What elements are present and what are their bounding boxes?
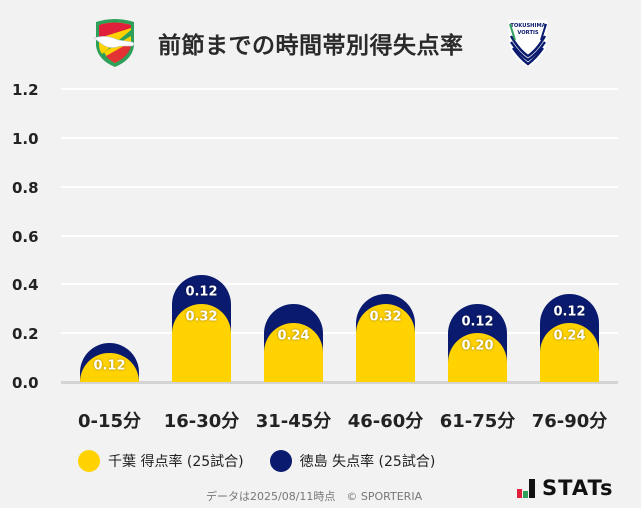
- tokushima-vortis-crest-icon: TOKUSHIMA VORTIS: [509, 20, 547, 66]
- bar-home-scored[interactable]: [264, 323, 323, 382]
- y-tick-label: 1.2: [12, 81, 39, 99]
- bar-value-label-home: 0.20: [461, 338, 494, 354]
- stats-brand-logo: STATs: [517, 476, 614, 500]
- gridline: [61, 136, 618, 139]
- y-tick-label: 0.6: [12, 227, 39, 246]
- y-tick-label: 0.4: [12, 276, 39, 295]
- bar-group-76-90分[interactable]: 0.24 0.12: [540, 294, 599, 382]
- gridline: [61, 332, 618, 335]
- x-tick-label: 46-60分: [347, 411, 424, 432]
- y-tick-label: 0.2: [12, 325, 39, 344]
- x-tick-label: 16-30分: [163, 411, 240, 432]
- stats-bars-icon: [517, 479, 536, 498]
- bar-home-scored[interactable]: [540, 323, 599, 382]
- y-tick-label: 1.0: [12, 129, 39, 148]
- data-source-note: データは2025/08/11時点 © SPORTERIA: [206, 490, 423, 503]
- svg-text:VORTIS: VORTIS: [517, 30, 539, 36]
- chart-header: 前節までの時間帯別得失点率 TOKUSHIMA VORTIS: [0, 0, 641, 80]
- gridline: [61, 234, 618, 237]
- bar-group-31-45分[interactable]: 0.24: [264, 303, 323, 382]
- gridline: [61, 283, 618, 286]
- bar-home-scored[interactable]: [448, 333, 507, 382]
- chart-plot-area: 0.0 0.2 0.4 0.6 0.8 1.0 1.2: [12, 81, 618, 392]
- bar-value-label-home: 0.32: [185, 309, 218, 325]
- bar-home-scored[interactable]: [172, 303, 231, 382]
- x-tick-label: 0-15分: [77, 411, 142, 432]
- y-tick-label: 0.0: [12, 374, 39, 392]
- bar-value-label-home: 0.24: [277, 328, 310, 344]
- gridline: [61, 88, 618, 90]
- bar-home-scored[interactable]: [356, 303, 415, 382]
- legend-swatch-navy-icon: [269, 450, 292, 472]
- legend-item-home: 千葉 得点率 (25試合): [78, 450, 244, 472]
- legend-item-away: 徳島 失点率 (25試合): [269, 450, 436, 472]
- legend-swatch-yellow-icon: [78, 450, 100, 472]
- bar-value-label-home: 0.12: [93, 358, 126, 374]
- legend-label: 千葉 得点率 (25試合): [108, 454, 244, 470]
- bar-group-61-75分[interactable]: 0.20 0.12: [448, 303, 507, 382]
- chart-title: 前節までの時間帯別得失点率: [158, 33, 464, 59]
- bar-group-0-15分[interactable]: 0.12: [80, 342, 139, 382]
- bar-value-label-away: 0.12: [553, 304, 586, 320]
- bar-value-label-home: 0.24: [553, 328, 586, 344]
- chart-legend: 千葉 得点率 (25試合) 徳島 失点率 (25試合): [78, 448, 461, 474]
- x-axis-baseline: [61, 381, 618, 384]
- bar-value-label-away: 0.12: [461, 314, 494, 329]
- stats-brand-text: STATs: [542, 476, 614, 500]
- legend-label: 徳島 失点率 (25試合): [299, 454, 436, 470]
- gridline: [61, 185, 618, 188]
- bar-value-label-home: 0.32: [369, 309, 402, 325]
- jef-united-chiba-crest-icon: [93, 19, 135, 67]
- y-tick-label: 0.8: [12, 178, 39, 197]
- bar-value-label-away: 0.12: [185, 284, 218, 300]
- x-tick-label: 76-90分: [531, 411, 608, 432]
- svg-text:TOKUSHIMA: TOKUSHIMA: [510, 23, 545, 29]
- x-tick-label: 31-45分: [255, 411, 332, 432]
- bar-group-16-30分[interactable]: 0.32 0.12: [172, 274, 231, 382]
- bar-group-46-60分[interactable]: 0.32: [356, 294, 415, 382]
- x-tick-label: 61-75分: [439, 411, 516, 432]
